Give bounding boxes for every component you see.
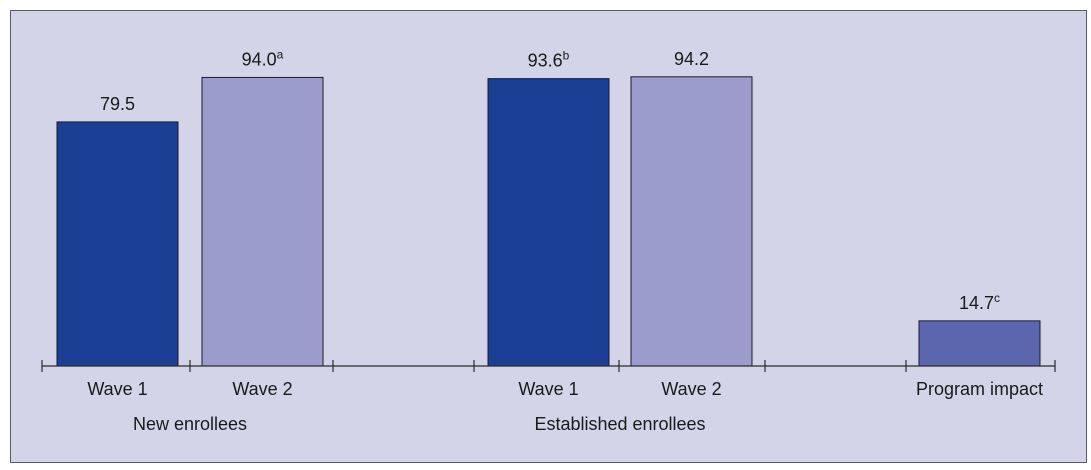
bar-1-2 [201, 76, 324, 367]
bar-2-2 [630, 76, 753, 367]
bar-value-text: 94.0 [242, 49, 277, 69]
bar-value-label: 94.2 [674, 49, 709, 69]
category-label: Wave 1 [87, 379, 147, 399]
x-axis [41, 360, 1056, 372]
labels-layer: 79.5 Wave 1 94.0a Wave 2 New enrollees 93.6b W… [87, 47, 1043, 434]
bar-value-text: 94.2 [674, 49, 709, 69]
bar-3-1 [918, 320, 1041, 367]
bar-1-1 [56, 121, 179, 367]
bar-value-text: 93.6 [528, 51, 563, 71]
category-label: Wave 1 [518, 379, 578, 399]
chart-frame [10, 10, 1087, 463]
bar-value-note: c [994, 291, 1000, 305]
bar-value-label: 93.6b [528, 49, 570, 71]
category-label: Wave 2 [661, 379, 721, 399]
bar-value-label: 79.5 [100, 94, 135, 114]
category-label: Wave 2 [232, 379, 292, 399]
bar-value-text: 79.5 [100, 94, 135, 114]
group-label: Established enrollees [534, 414, 705, 434]
bar-2-1 [487, 78, 610, 367]
bars-layer [56, 76, 1041, 367]
bar-value-label: 14.7c [959, 291, 1000, 313]
category-label: Program impact [916, 379, 1043, 399]
bar-value-note: a [277, 47, 284, 61]
bar-value-label: 94.0a [242, 47, 284, 69]
group-label: New enrollees [133, 414, 247, 434]
bar-value-note: b [563, 49, 570, 63]
bar-value-text: 14.7 [959, 293, 994, 313]
